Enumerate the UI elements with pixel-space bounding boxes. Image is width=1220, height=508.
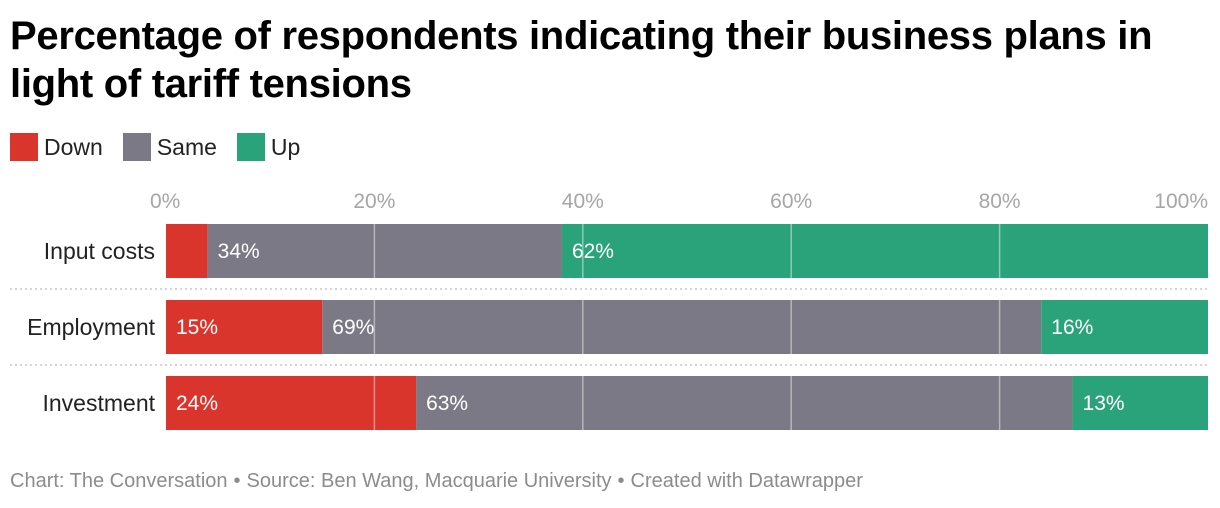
category-label: Input costs (44, 238, 155, 264)
x-tick-label: 100% (1154, 190, 1208, 213)
data-label: 24% (176, 392, 218, 415)
legend-item-up: Up (236, 133, 301, 161)
data-label: 13% (1083, 392, 1125, 415)
data-label: 69% (332, 316, 374, 339)
footer-created-with: Created with Datawrapper (630, 470, 863, 492)
legend-label-down: Down (44, 133, 103, 160)
legend-item-same: Same (122, 133, 217, 161)
bar-segment-up (561, 224, 1208, 278)
bar-segment-down (166, 376, 417, 430)
legend-swatch-up (236, 133, 265, 161)
footer-separator: • (233, 470, 241, 492)
bar-segment-down (166, 300, 323, 354)
bar-segment-same (416, 376, 1073, 430)
bar-segment-same (207, 224, 562, 278)
bar-segment-same (322, 300, 1042, 354)
legend-label-up: Up (270, 133, 301, 160)
footer-separator: • (617, 470, 625, 492)
chart-legend: Down Same Up (10, 132, 320, 162)
data-label: 62% (572, 240, 614, 263)
bar-segment-up (1041, 300, 1208, 354)
category-label: Employment (27, 314, 155, 340)
footer-source: Source: Ben Wang, Macquarie University (246, 470, 612, 492)
data-label: 16% (1051, 316, 1093, 339)
x-tick-label: 20% (353, 190, 395, 213)
legend-swatch-down (10, 133, 38, 161)
x-tick-label: 60% (770, 190, 812, 213)
category-label: Investment (43, 390, 156, 416)
legend-item-down: Down (10, 133, 103, 161)
legend-label-same: Same (156, 133, 217, 160)
bar-segment-down (166, 224, 208, 278)
data-label: 15% (176, 316, 218, 339)
bar-segment-up (1072, 376, 1208, 430)
x-tick-label: 40% (562, 190, 604, 213)
data-label: 34% (218, 240, 260, 263)
chart-footer: Chart: The Conversation • Source: Ben Wang… (10, 470, 863, 493)
chart-title: Percentage of respondents indicating the… (10, 14, 1153, 106)
x-tick-label: 0% (150, 190, 180, 213)
data-label: 63% (426, 392, 468, 415)
legend-swatch-same (122, 133, 151, 161)
stacked-bar-chart: 0% 20% 40% 60% 80% 100% Input costs 34% 62% Emplo… (10, 190, 1210, 430)
footer-chart-credit: Chart: The Conversation (10, 470, 228, 492)
x-tick-label: 80% (979, 190, 1021, 213)
